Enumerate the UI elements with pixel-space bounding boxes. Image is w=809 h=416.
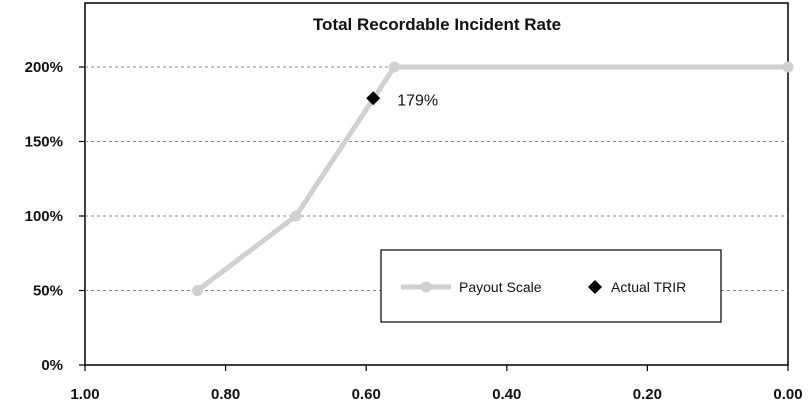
y-tick-label: 0% [41,357,63,374]
actual-trir-point [366,91,381,106]
y-tick-label: 100% [25,208,63,225]
x-tick-label: 0.20 [633,386,662,403]
annotation-label: 179% [397,92,438,109]
y-axis-ticks: 0% 50% 100% 150% 200% [25,59,85,374]
y-tick-label: 50% [33,283,63,300]
y-tick-label: 150% [25,134,63,151]
legend-payout-label: Payout Scale [459,279,542,295]
series-line-payout-scale [195,64,788,293]
payout-scale-point [782,61,794,73]
legend-trir-marker [588,280,602,294]
legend: Payout Scale Actual TRIR [380,249,722,323]
x-tick-label: 0.60 [352,386,381,403]
payout-scale-point [191,285,203,296]
y-tick-label: 200% [25,59,63,76]
annotations: 179% [397,92,438,109]
x-tick-label: 0.00 [773,386,802,403]
legend-payout-marker [420,281,432,293]
x-axis-ticks: 1.00 0.80 0.60 0.40 0.20 0.00 [70,365,803,403]
series-layer [191,61,794,296]
payout-scale-point [290,210,302,222]
x-tick-label: 0.40 [492,386,521,403]
chart-title: Total Recordable Incident Rate [313,15,561,34]
x-tick-label: 1.00 [70,386,99,403]
legend-trir-label: Actual TRIR [611,279,686,295]
x-tick-label: 0.80 [211,386,240,403]
payout-scale-point [388,61,400,73]
